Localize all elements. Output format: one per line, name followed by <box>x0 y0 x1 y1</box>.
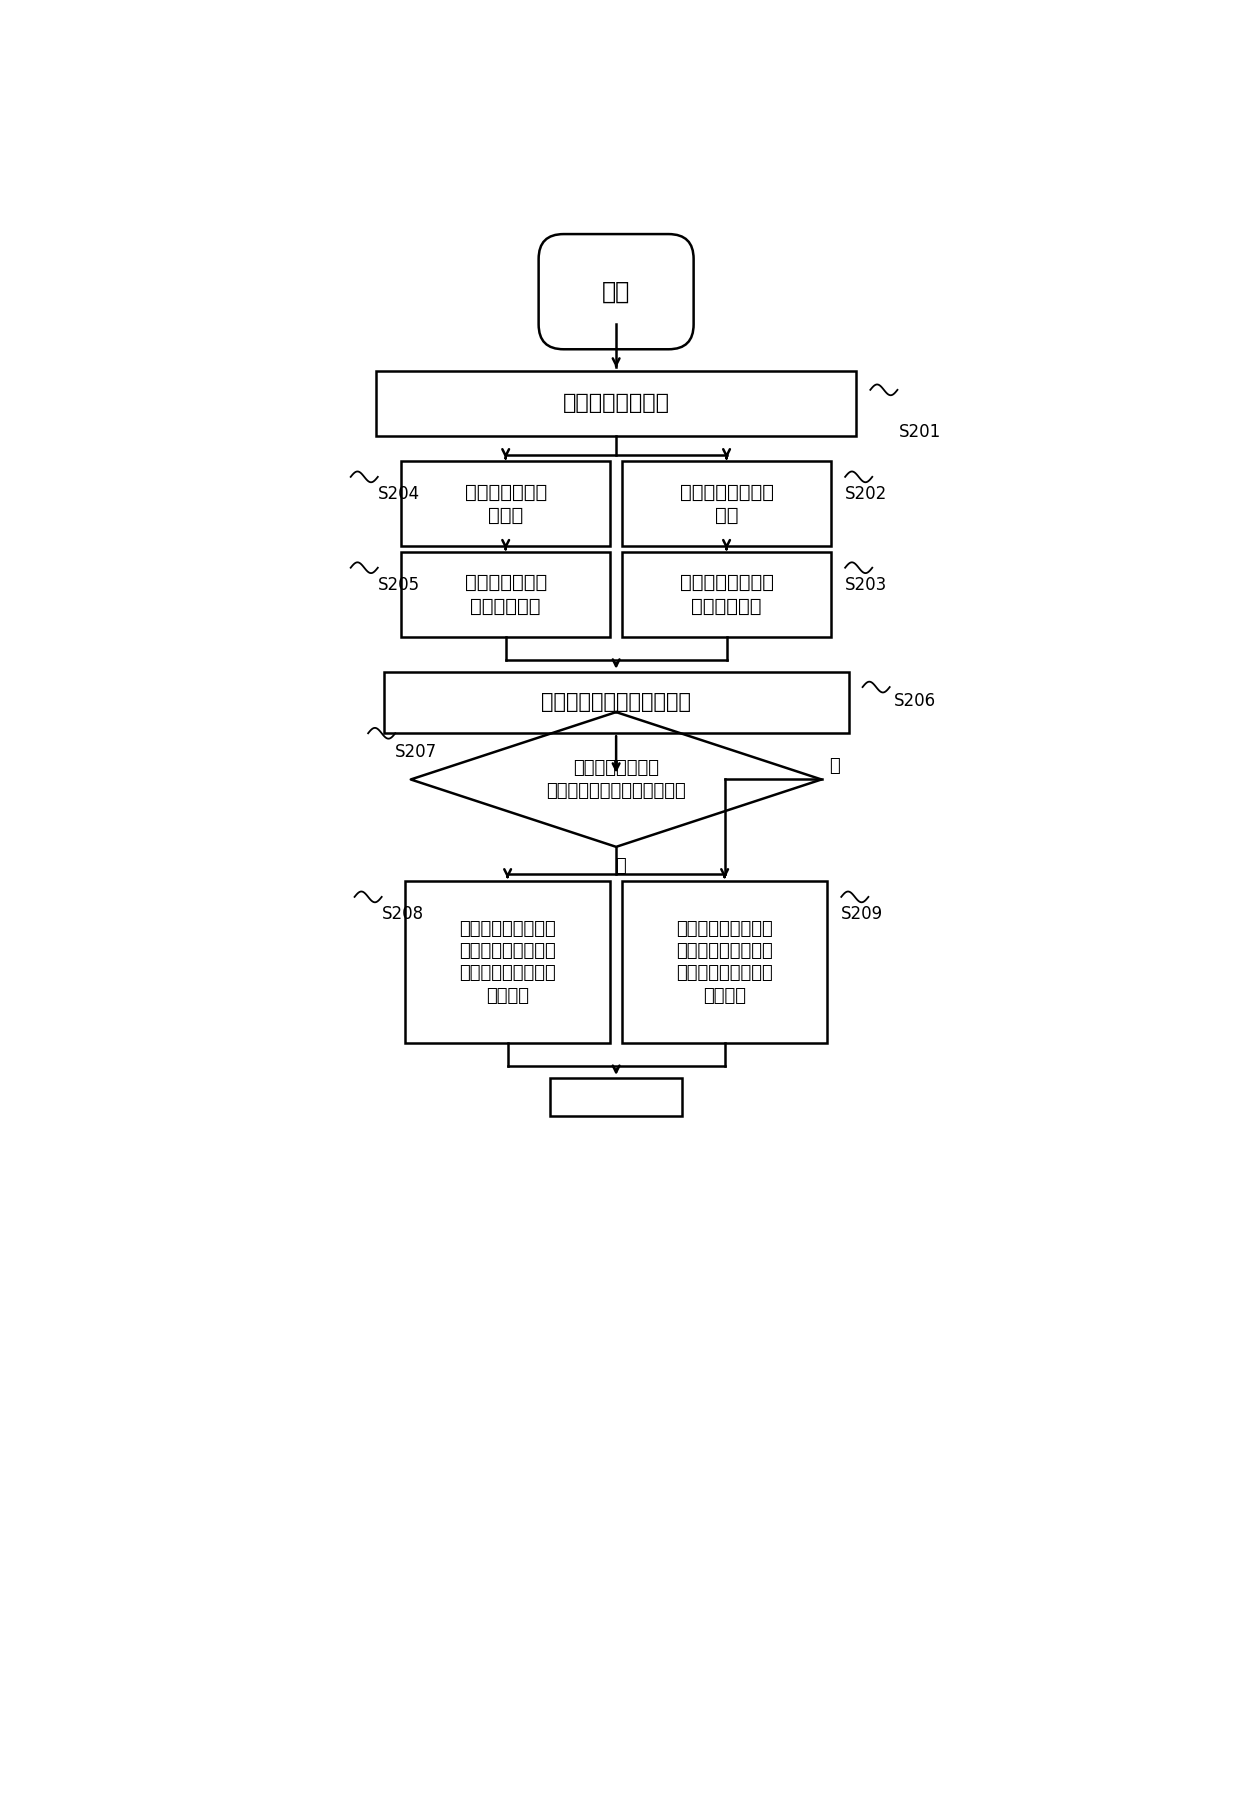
Text: 选择按两管制系
统运行: 选择按两管制系 统运行 <box>465 482 547 525</box>
Text: S207: S207 <box>396 742 438 760</box>
Text: 检测第一感温包接口的温度: 检测第一感温包接口的温度 <box>541 693 691 713</box>
Text: S206: S206 <box>894 691 936 709</box>
Text: 根据第二预设控制模
式控制风机盘管，以
使风机盘管工作于四
管制模式: 根据第二预设控制模 式控制风机盘管，以 使风机盘管工作于四 管制模式 <box>676 921 773 1005</box>
Bar <box>383 671 848 733</box>
Text: 判断第一管感温包
接口的温度是否大于预设温度: 判断第一管感温包 接口的温度是否大于预设温度 <box>547 760 686 800</box>
Text: S202: S202 <box>846 486 888 504</box>
Text: S203: S203 <box>846 576 888 594</box>
Text: S204: S204 <box>378 486 420 504</box>
Bar <box>622 552 831 637</box>
Text: 在第一感温包接
口处连接电阵: 在第一感温包接 口处连接电阵 <box>465 574 547 616</box>
Text: S205: S205 <box>378 576 420 594</box>
Text: S208: S208 <box>382 904 424 922</box>
Bar <box>551 1078 682 1115</box>
Text: 开始: 开始 <box>601 280 630 303</box>
Bar <box>622 462 831 547</box>
Text: 选择系统运行模式: 选择系统运行模式 <box>563 393 670 413</box>
Text: 否: 否 <box>830 756 839 774</box>
Text: S209: S209 <box>841 904 883 922</box>
Text: 是: 是 <box>615 857 625 875</box>
Text: 在第一感温包接口
处连接感温包: 在第一感温包接口 处连接感温包 <box>680 574 774 616</box>
Text: 选择按四管制系统
运行: 选择按四管制系统 运行 <box>680 482 774 525</box>
Bar <box>401 462 610 547</box>
FancyBboxPatch shape <box>538 235 693 350</box>
Text: 根据第一预设控制模
式控制风机盘管，以
使风机盘管工作于两
管制模式: 根据第一预设控制模 式控制风机盘管，以 使风机盘管工作于两 管制模式 <box>459 921 556 1005</box>
Bar <box>401 552 610 637</box>
Text: S201: S201 <box>899 422 941 440</box>
Bar <box>622 881 827 1043</box>
Bar <box>405 881 610 1043</box>
Bar <box>376 370 857 437</box>
